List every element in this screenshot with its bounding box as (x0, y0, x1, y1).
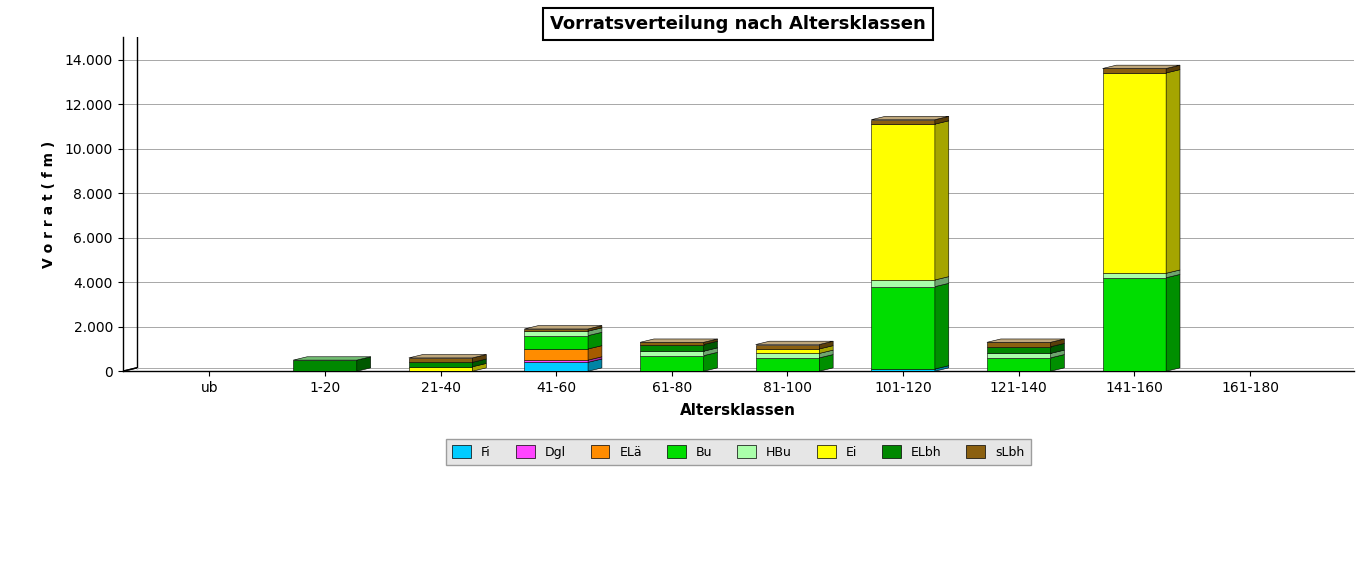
Bar (756, 358, 819, 371)
Polygon shape (935, 121, 949, 280)
Bar (409, 367, 472, 371)
Polygon shape (357, 357, 371, 371)
Polygon shape (819, 354, 834, 371)
Bar (987, 358, 1050, 371)
Bar (641, 351, 704, 356)
Polygon shape (589, 325, 602, 331)
Bar (409, 362, 472, 367)
Bar (987, 353, 1050, 358)
Bar (871, 287, 935, 369)
Polygon shape (935, 366, 949, 371)
Polygon shape (756, 341, 834, 345)
Bar (1102, 278, 1166, 371)
Bar (756, 349, 819, 353)
Polygon shape (472, 359, 486, 367)
Bar (871, 280, 935, 287)
Bar (756, 345, 819, 349)
Polygon shape (472, 364, 486, 371)
Bar (987, 343, 1050, 346)
Bar (409, 358, 472, 362)
Title: Vorratsverteilung nach Altersklassen: Vorratsverteilung nach Altersklassen (550, 15, 927, 33)
Polygon shape (1102, 65, 1180, 69)
Polygon shape (524, 325, 602, 329)
Polygon shape (1166, 270, 1180, 278)
Bar (1102, 273, 1166, 278)
Polygon shape (819, 350, 834, 358)
Bar (1102, 73, 1166, 273)
Polygon shape (935, 116, 949, 124)
Polygon shape (589, 359, 602, 371)
Bar (871, 369, 935, 371)
X-axis label: Altersklassen: Altersklassen (680, 403, 797, 418)
Polygon shape (1166, 70, 1180, 273)
Polygon shape (987, 339, 1064, 343)
Bar (293, 360, 357, 371)
Polygon shape (704, 348, 717, 356)
Polygon shape (589, 357, 602, 362)
Polygon shape (819, 341, 834, 349)
Polygon shape (704, 339, 717, 345)
Legend: Fi, Dgl, ELä, Bu, HBu, Ei, ELbh, sLbh: Fi, Dgl, ELä, Bu, HBu, Ei, ELbh, sLbh (446, 439, 1031, 465)
Polygon shape (589, 346, 602, 360)
Bar (1102, 69, 1166, 73)
Polygon shape (704, 352, 717, 371)
Bar (641, 345, 704, 351)
Bar (524, 329, 589, 331)
Polygon shape (819, 346, 834, 353)
Polygon shape (293, 357, 371, 360)
Polygon shape (1050, 354, 1064, 371)
Polygon shape (1050, 350, 1064, 358)
Bar (524, 331, 589, 336)
Bar (871, 120, 935, 124)
Bar (641, 356, 704, 371)
Bar (524, 362, 589, 371)
Polygon shape (935, 283, 949, 369)
Polygon shape (589, 332, 602, 349)
Polygon shape (935, 277, 949, 287)
Bar (756, 353, 819, 358)
Polygon shape (589, 328, 602, 336)
Bar (987, 346, 1050, 353)
Bar (524, 349, 589, 360)
Bar (524, 360, 589, 362)
Polygon shape (871, 116, 949, 120)
Polygon shape (1050, 344, 1064, 353)
Polygon shape (1050, 339, 1064, 346)
Polygon shape (1166, 65, 1180, 73)
Y-axis label: V o r r a t ( f m ): V o r r a t ( f m ) (42, 141, 56, 268)
Polygon shape (641, 339, 717, 343)
Bar (641, 343, 704, 345)
Bar (524, 336, 589, 349)
Bar (871, 124, 935, 280)
Polygon shape (704, 341, 717, 351)
Polygon shape (472, 354, 486, 362)
Polygon shape (1166, 274, 1180, 371)
Polygon shape (409, 354, 486, 358)
